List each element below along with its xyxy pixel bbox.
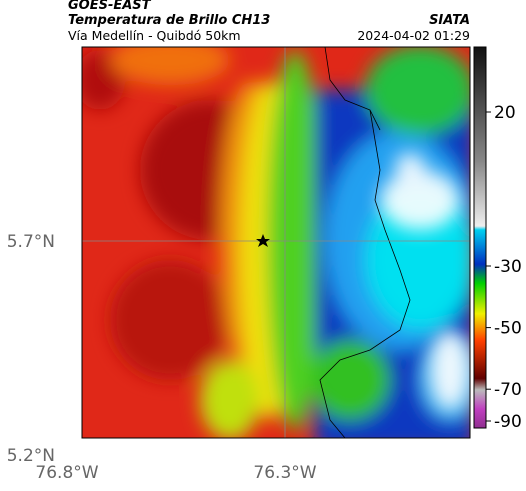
y-label: 5.2°N <box>7 446 55 466</box>
x-label: 76.8°W <box>35 463 98 483</box>
x-label: 76.3°W <box>253 463 316 483</box>
colorbar-tick-label: 20 <box>494 103 516 123</box>
y-label: 5.7°N <box>7 232 55 252</box>
satellite-image <box>82 47 470 438</box>
title: GOES-EAST <box>68 0 152 13</box>
colorbar-tick-label: -90 <box>494 412 522 432</box>
colorbar-tick-label: -50 <box>494 319 522 339</box>
subtitle: Temperatura de Brillo CH13 <box>68 13 270 28</box>
map-frame <box>81 46 471 439</box>
location: Vía Medellín - Quibdó 50km <box>68 28 241 43</box>
colorbar-tick-label: -30 <box>494 257 522 277</box>
datetime: 2024-04-02 01:29 <box>357 28 470 43</box>
source: SIATA <box>429 13 470 28</box>
colorbar-tick-label: -70 <box>494 380 522 400</box>
colorbar <box>473 46 487 429</box>
